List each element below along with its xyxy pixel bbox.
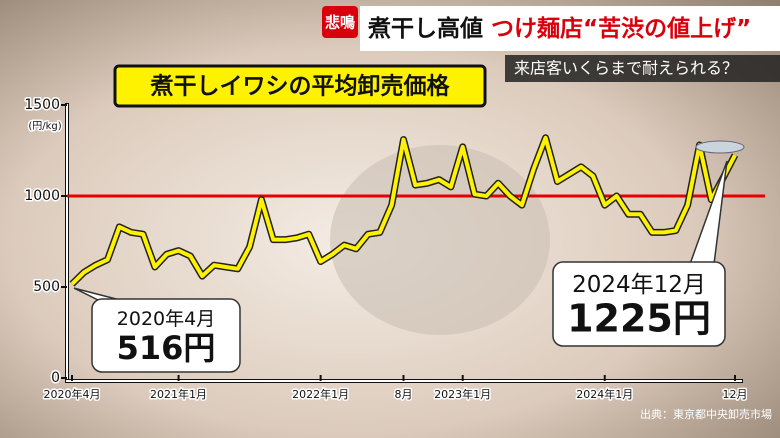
callout-date: 2020年4月: [117, 308, 215, 330]
x-tick-label: 8月: [395, 388, 413, 401]
subline-box: [505, 55, 780, 82]
title-box: [113, 64, 487, 108]
y-axis-label: (円/kg): [28, 121, 61, 132]
subline: 来店客いくらまで耐えられる？: [514, 59, 738, 78]
y-tick-label: 0: [51, 370, 60, 386]
callout-box: [91, 298, 241, 373]
headline: 煮干し高値 つけ麺店“苦渋の値上げ”: [367, 15, 751, 42]
x-tick-label: 2021年1月: [150, 387, 207, 401]
y-tick-label: 1500: [24, 97, 60, 113]
bowl: [330, 145, 550, 335]
fish: [695, 140, 745, 154]
callout-box: [552, 261, 726, 347]
value-label: 516円: [117, 329, 216, 367]
x-tick-label: 12月: [723, 388, 748, 401]
x-tick-label: 2023年1月: [434, 387, 491, 401]
x-tick-label: 2020年4月: [44, 387, 101, 401]
headline-red: つけ麺店“苦渋の値上げ”: [491, 16, 751, 42]
line: [70, 135, 737, 286]
y-tick-label: 500: [33, 279, 60, 295]
headline-box: [360, 6, 780, 51]
badge: 悲鳴: [325, 14, 355, 32]
headline-black: 煮干し高値: [367, 15, 483, 42]
callout-date: 2024年12月: [572, 272, 706, 298]
value-label: 1225円: [567, 296, 711, 340]
source: 出典：東京都中央卸売市場: [640, 407, 772, 421]
badge-box: [322, 6, 358, 38]
chart-title: 煮干しイワシの平均卸売価格: [150, 73, 451, 100]
x-tick-label: 2024年1月: [576, 387, 633, 401]
y-tick-label: 1000: [24, 188, 60, 204]
x-tick-label: 2022年1月: [292, 387, 349, 401]
callout-cover: [688, 263, 716, 269]
callout-cover: [98, 300, 126, 306]
